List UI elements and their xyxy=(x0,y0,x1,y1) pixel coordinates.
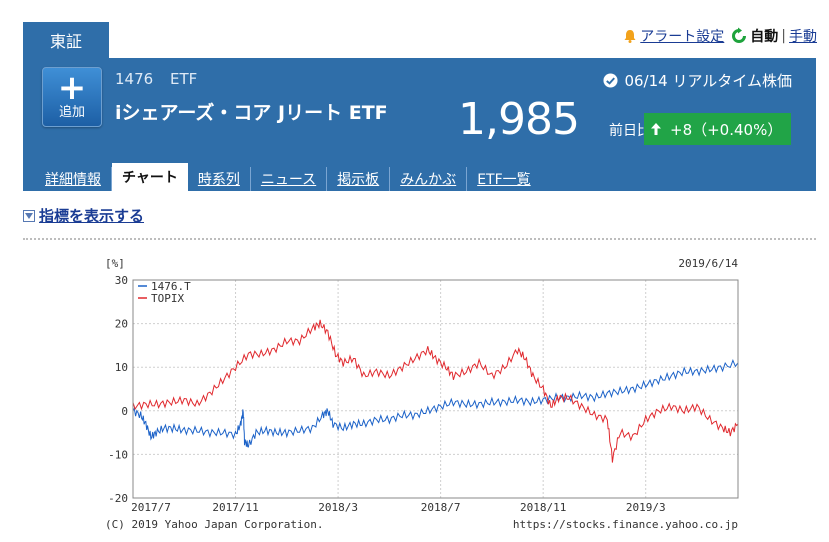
tab-timeseries[interactable]: 時系列 xyxy=(188,167,251,191)
chart-date-label: 2019/6/14 xyxy=(678,257,738,270)
price-comparison-chart: [%] 2019/6/14 30 20 10 0 -10 -20 2017/7 2017/1… xyxy=(105,257,739,531)
indicator-toggle[interactable]: 指標を表示する xyxy=(23,205,144,226)
add-button-label: 追加 xyxy=(58,105,85,120)
series-line-etf xyxy=(132,359,739,448)
chart-grid xyxy=(132,279,738,499)
chart-series-lines xyxy=(132,319,739,463)
plot-area xyxy=(132,279,739,499)
stock-nav-tabs: 詳細情報 チャート 時系列 ニュース 掲示板 みんかぶ ETF一覧 xyxy=(23,163,541,191)
manual-refresh-link[interactable]: 手動 xyxy=(789,29,817,45)
x-tick-labels: 2017/7 2017/11 2018/3 2018/7 2018/11 2019/3 xyxy=(131,501,665,514)
x-tick-label: 2017/7 xyxy=(131,501,171,514)
stock-code-line: 1476 ETF xyxy=(115,70,209,88)
link-separator: | xyxy=(781,28,786,44)
show-indicators-link[interactable]: 指標を表示する xyxy=(39,207,145,225)
legend-label: 1476.T xyxy=(151,280,191,293)
y-tick-label: -20 xyxy=(108,492,128,505)
up-arrow-icon xyxy=(651,123,661,135)
add-to-portfolio-button[interactable]: + 追加 xyxy=(42,67,102,127)
exchange-tab[interactable]: 東証 xyxy=(23,22,109,58)
y-tick-label: 20 xyxy=(115,318,128,331)
bell-icon xyxy=(624,30,636,43)
x-tick-label: 2018/7 xyxy=(421,501,461,514)
auto-refresh-label[interactable]: 自動 xyxy=(750,29,779,45)
copyright-text: (C) 2019 Yahoo Japan Corporation. xyxy=(105,518,324,531)
x-tick-label: 2018/11 xyxy=(520,501,566,514)
plus-icon: + xyxy=(57,68,87,108)
legend-label: TOPIX xyxy=(151,292,184,305)
section-divider xyxy=(23,238,816,240)
y-unit-label: [%] xyxy=(105,257,125,270)
stock-category: ETF xyxy=(169,70,198,88)
tab-chart[interactable]: チャート xyxy=(112,163,188,191)
change-badge: +8（+0.40%） xyxy=(644,113,791,145)
refresh-icon[interactable] xyxy=(730,27,748,45)
expand-icon[interactable] xyxy=(23,209,35,222)
y-tick-label: 10 xyxy=(115,361,128,374)
top-links: アラート設定 自動 | 手動 xyxy=(623,26,817,46)
tab-details[interactable]: 詳細情報 xyxy=(23,167,112,191)
current-price: 1,985 xyxy=(458,94,580,145)
stock-code: 1476 xyxy=(115,70,154,88)
source-url: https://stocks.finance.yahoo.co.jp xyxy=(513,518,738,531)
quote-time: 06/14 リアルタイム株価 xyxy=(603,70,792,91)
change-label: 前日比 xyxy=(609,123,651,139)
y-tick-label: 30 xyxy=(115,274,128,287)
tab-minkabu[interactable]: みんかぶ xyxy=(390,167,468,191)
alert-settings-link[interactable]: アラート設定 xyxy=(640,29,725,45)
tab-board[interactable]: 掲示板 xyxy=(327,167,391,191)
x-tick-label: 2019/3 xyxy=(626,501,666,514)
y-tick-label: 0 xyxy=(121,405,128,418)
x-tick-label: 2017/11 xyxy=(212,501,258,514)
y-tick-label: -10 xyxy=(108,448,128,461)
series-line-topix xyxy=(132,319,739,463)
tab-etf-list[interactable]: ETF一覧 xyxy=(477,172,531,188)
stock-name: iシェアーズ・コア Jリート ETF xyxy=(115,102,388,124)
change-value: +8（+0.40%） xyxy=(670,120,783,139)
y-tick-labels: 30 20 10 0 -10 -20 xyxy=(108,274,128,505)
tab-news[interactable]: ニュース xyxy=(251,167,328,191)
x-tick-label: 2018/3 xyxy=(318,501,358,514)
clock-icon xyxy=(603,73,618,88)
quote-datetime: 06/14 リアルタイム株価 xyxy=(624,72,792,90)
